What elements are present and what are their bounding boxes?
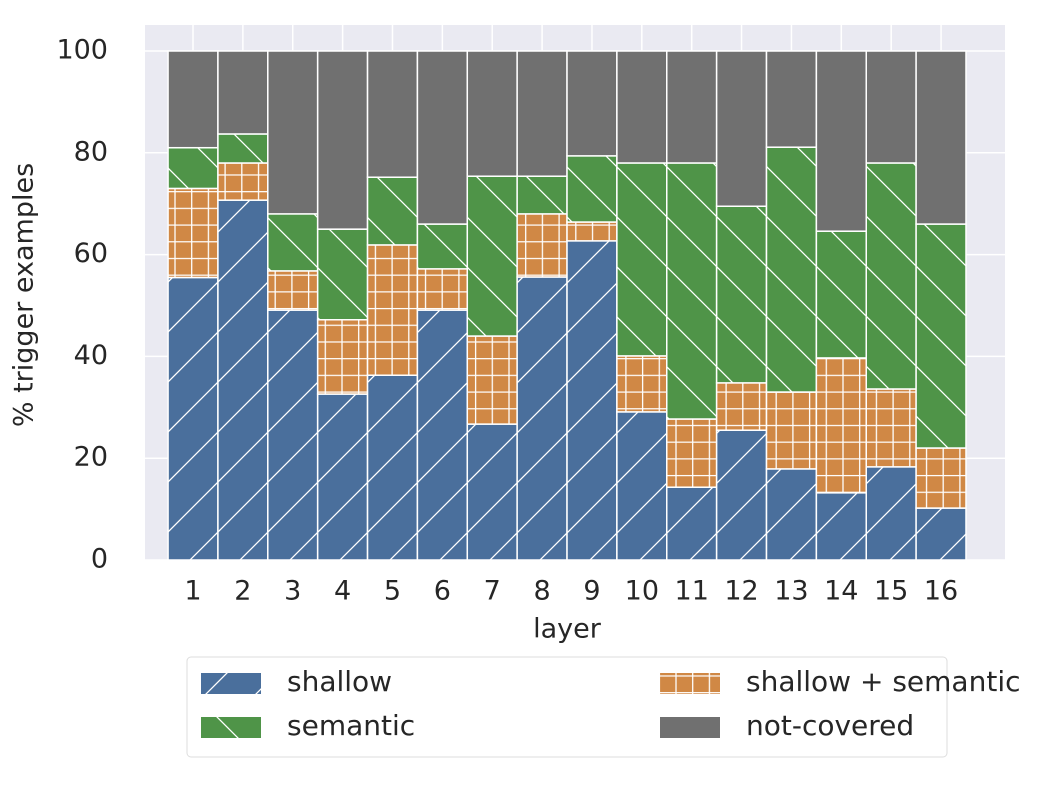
y-tick-label: 20 xyxy=(74,442,108,473)
bar-segment xyxy=(616,411,668,561)
x-tick-label: 7 xyxy=(484,576,501,607)
bar-segment xyxy=(566,221,618,242)
bar-segment xyxy=(616,355,668,413)
bar-segment xyxy=(765,468,818,561)
bar-segment xyxy=(715,382,768,431)
bar-segment xyxy=(915,507,967,561)
bar-segment xyxy=(765,146,818,393)
bar-segment xyxy=(765,391,818,470)
bar-segment xyxy=(815,357,867,494)
x-tick-label: 3 xyxy=(284,576,301,607)
bar-segment xyxy=(666,418,718,488)
bar-segment xyxy=(765,50,818,148)
bar-segment xyxy=(516,175,568,215)
x-tick-label: 13 xyxy=(774,576,808,607)
bar-segment xyxy=(715,429,768,561)
bar-segment xyxy=(466,50,518,177)
y-tick-label: 100 xyxy=(56,35,108,66)
bar-segment xyxy=(466,423,518,561)
x-tick-label: 9 xyxy=(583,576,600,607)
x-axis-label: layer xyxy=(533,614,602,645)
bar-segment xyxy=(666,162,718,420)
bar-segment xyxy=(366,176,419,246)
legend-swatch xyxy=(660,717,720,738)
x-tick-label: 12 xyxy=(724,576,758,607)
bar-segment xyxy=(217,199,269,561)
bar-segment xyxy=(865,50,917,164)
bar-segment xyxy=(566,155,618,223)
y-tick-label: 0 xyxy=(91,544,108,575)
x-tick-label: 14 xyxy=(824,576,858,607)
bar-segment xyxy=(516,276,568,561)
bar-segment xyxy=(167,146,219,190)
bar-segment xyxy=(915,50,967,225)
bar-segment xyxy=(915,447,967,509)
bar-segment xyxy=(366,374,419,561)
x-tick-label: 4 xyxy=(334,576,351,607)
bar-segment xyxy=(616,162,668,357)
y-tick-label: 40 xyxy=(74,340,108,371)
bar-segment xyxy=(316,228,369,321)
bar-segment xyxy=(267,50,319,215)
bar-segment xyxy=(666,486,718,561)
bar-segment xyxy=(865,388,917,468)
y-axis-label: % trigger examples xyxy=(9,163,40,427)
bar-segment xyxy=(715,205,768,384)
bar-segment xyxy=(566,240,618,561)
bar-segment xyxy=(316,50,369,230)
legend-label: not-covered xyxy=(746,709,914,742)
bar-segment xyxy=(466,335,518,425)
x-tick-label: 10 xyxy=(625,576,659,607)
legend-swatch xyxy=(660,673,720,694)
legend-label: shallow + semantic xyxy=(746,665,1021,698)
bar-segment xyxy=(865,466,917,561)
legend-label: semantic xyxy=(287,709,415,742)
bar-segment xyxy=(915,223,967,449)
legend-swatch xyxy=(201,717,261,738)
bar-segment xyxy=(167,276,219,561)
legend-swatch xyxy=(201,673,261,694)
bar-segment xyxy=(815,50,867,232)
bar-segment xyxy=(416,268,469,311)
x-tick-label: 1 xyxy=(184,576,201,607)
bar-segment xyxy=(416,223,469,270)
bar-segment xyxy=(267,309,319,561)
bar-segment xyxy=(366,244,419,376)
x-tick-label: 5 xyxy=(384,576,401,607)
bar-segment xyxy=(516,50,568,177)
bar-segment xyxy=(516,213,568,278)
bar-segment xyxy=(316,319,369,395)
bar-segment xyxy=(416,50,469,225)
bar-segment xyxy=(316,393,369,561)
legend xyxy=(186,656,948,758)
x-tick-label: 2 xyxy=(234,576,251,607)
bar-segment xyxy=(566,50,618,157)
bar-segment xyxy=(267,270,319,311)
bar-segment xyxy=(815,492,867,561)
y-tick-label: 60 xyxy=(74,238,108,269)
x-tick-label: 6 xyxy=(434,576,451,607)
x-tick-label: 11 xyxy=(675,576,709,607)
x-tick-label: 15 xyxy=(874,576,908,607)
bar-segment xyxy=(616,50,668,164)
bar-segment xyxy=(217,50,269,135)
bar-segment xyxy=(666,50,718,164)
bar-segment xyxy=(267,213,319,272)
x-tick-label: 8 xyxy=(533,576,550,607)
legend-label: shallow xyxy=(287,665,392,698)
bar-segment xyxy=(167,187,219,279)
y-tick-label: 80 xyxy=(74,136,108,167)
bar-segment xyxy=(715,50,768,207)
bar-segment xyxy=(366,50,419,178)
bar-segment xyxy=(466,175,518,337)
bar-segment xyxy=(167,50,219,149)
bar-segment xyxy=(217,133,269,164)
x-tick-label: 16 xyxy=(924,576,958,607)
bar-segment xyxy=(815,230,867,359)
bar-segment xyxy=(865,162,917,390)
bar-segment xyxy=(416,309,469,561)
bar-segment xyxy=(217,162,269,201)
